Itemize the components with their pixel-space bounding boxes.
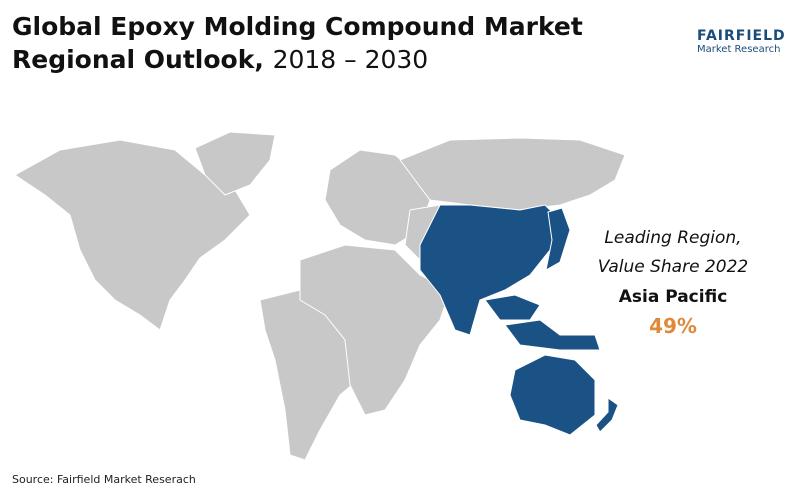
callout-value: 49%: [649, 314, 697, 338]
other-regions: [14, 131, 626, 461]
source-note: Source: Fairfield Market Reserach: [12, 473, 196, 486]
callout-region: Asia Pacific: [618, 287, 728, 307]
title-period: 2018 – 2030: [272, 45, 429, 74]
callout-label: Leading Region,: [604, 228, 742, 248]
title-line: Global Epoxy Molding Compound Market: [12, 12, 583, 41]
asia-pacific-region: [419, 204, 619, 436]
logo-tagline: Market Research: [697, 44, 781, 55]
title-text: Regional Outlook,: [12, 45, 264, 74]
logo-name: FAIRFIELD: [697, 28, 786, 44]
callout-label: Value Share 2022: [597, 257, 749, 277]
title-line: Regional Outlook, 2018 – 2030: [12, 45, 428, 75]
